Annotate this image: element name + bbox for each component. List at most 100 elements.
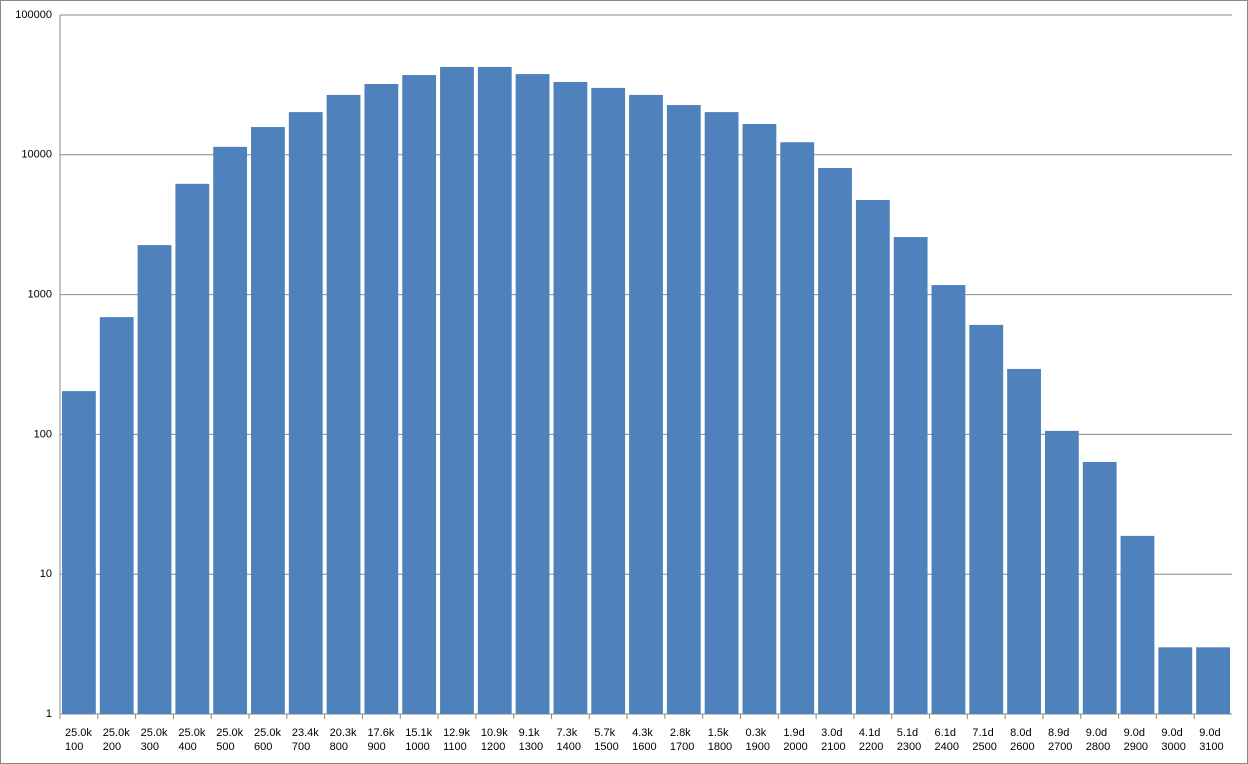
x-tick-label: 2400: [935, 741, 959, 753]
x-tick-label: 1300: [519, 741, 543, 753]
x-tick-label: 3000: [1161, 741, 1185, 753]
x-tick-label: 9.0d: [1161, 727, 1182, 739]
bar: [1044, 430, 1079, 714]
x-tick-label: 2.8k: [670, 727, 691, 739]
x-tick-label: 1500: [594, 741, 618, 753]
x-tick-label: 400: [178, 741, 196, 753]
bar: [213, 146, 248, 714]
x-tick-label: 1400: [556, 741, 580, 753]
bar: [1120, 535, 1155, 714]
y-tick-label: 100: [34, 428, 52, 440]
bar: [629, 94, 663, 714]
x-tick-label: 3100: [1199, 741, 1223, 753]
y-tick-label: 10000: [21, 149, 52, 161]
x-tick-label: 15.1k: [405, 727, 432, 739]
x-tick-label: 2800: [1086, 741, 1110, 753]
x-tick-label: 100: [65, 741, 83, 753]
bar: [288, 112, 323, 714]
bar: [326, 94, 361, 714]
bar: [780, 142, 815, 714]
x-tick-label: 12.9k: [443, 727, 470, 739]
bar: [931, 285, 966, 714]
x-tick-label: 25.0k: [141, 727, 168, 739]
x-tick-label: 5.1d: [897, 727, 918, 739]
x-tick-label: 900: [367, 741, 385, 753]
x-tick-label: 25.0k: [216, 727, 243, 739]
x-tick-label: 9.0d: [1199, 727, 1220, 739]
x-tick-label: 25.0k: [65, 727, 92, 739]
x-tick-label: 17.6k: [367, 727, 394, 739]
x-tick-label: 800: [330, 741, 348, 753]
bar: [175, 183, 210, 715]
bar: [855, 199, 890, 714]
y-tick-label: 1000: [28, 289, 52, 301]
x-tick-label: 25.0k: [254, 727, 281, 739]
x-tick-label: 2500: [972, 741, 996, 753]
x-tick-label: 1900: [746, 741, 770, 753]
x-tick-label: 300: [141, 741, 159, 753]
bar: [1082, 461, 1117, 714]
x-tick-label: 1700: [670, 741, 694, 753]
x-tick-label: 9.0d: [1086, 727, 1107, 739]
x-tick-label: 1800: [708, 741, 732, 753]
bar: [137, 245, 172, 714]
bar: [591, 87, 626, 714]
x-tick-label: 700: [292, 741, 310, 753]
bar: [1007, 368, 1041, 714]
x-tick-label: 25.0k: [103, 727, 130, 739]
x-tick-label: 2900: [1124, 741, 1148, 753]
bar: [62, 391, 96, 714]
x-tick-label: 2000: [783, 741, 807, 753]
x-tick-label: 9.1k: [519, 727, 540, 739]
y-tick-label: 1: [46, 708, 52, 720]
bar: [704, 112, 739, 714]
x-tick-label: 4.1d: [859, 727, 880, 739]
bar: [251, 127, 285, 715]
bar: [742, 124, 777, 715]
x-tick-label: 5.7k: [594, 727, 615, 739]
x-tick-label: 1.9d: [783, 727, 804, 739]
x-tick-label: 1000: [405, 741, 429, 753]
bar: [1158, 647, 1193, 714]
bar: [515, 74, 550, 714]
x-tick-label: 1100: [443, 741, 467, 753]
bar: [1196, 647, 1230, 714]
bar: [477, 66, 512, 714]
x-tick-label: 500: [216, 741, 234, 753]
x-tick-label: 23.4k: [292, 727, 319, 739]
x-tick-label: 7.3k: [556, 727, 577, 739]
x-tick-label: 3.0d: [821, 727, 842, 739]
x-tick-label: 2700: [1048, 741, 1072, 753]
x-tick-label: 7.1d: [972, 727, 993, 739]
x-tick-label: 10.9k: [481, 727, 508, 739]
x-tick-label: 6.1d: [935, 727, 956, 739]
x-tick-label: 2600: [1010, 741, 1034, 753]
bar: [969, 324, 1004, 714]
bar: [402, 75, 437, 715]
x-tick-label: 8.9d: [1048, 727, 1069, 739]
x-tick-label: 20.3k: [330, 727, 357, 739]
x-tick-label: 1.5k: [708, 727, 729, 739]
x-tick-label: 200: [103, 741, 121, 753]
x-tick-label: 0.3k: [746, 727, 767, 739]
bar: [99, 317, 134, 714]
bar: [364, 83, 399, 714]
x-tick-label: 2200: [859, 741, 883, 753]
bar: [440, 66, 474, 714]
x-tick-label: 25.0k: [178, 727, 205, 739]
bar: [893, 237, 928, 714]
x-tick-label: 1600: [632, 741, 656, 753]
x-tick-label: 2100: [821, 741, 845, 753]
x-tick-label: 1200: [481, 741, 505, 753]
x-tick-label: 8.0d: [1010, 727, 1031, 739]
bar: [553, 81, 588, 715]
x-tick-label: 9.0d: [1124, 727, 1145, 739]
bar: [818, 167, 852, 715]
x-tick-label: 2300: [897, 741, 921, 753]
y-tick-label: 100000: [15, 9, 52, 21]
x-tick-label: 4.3k: [632, 727, 653, 739]
y-tick-label: 10: [40, 568, 52, 580]
bar: [666, 105, 701, 714]
x-tick-label: 600: [254, 741, 272, 753]
